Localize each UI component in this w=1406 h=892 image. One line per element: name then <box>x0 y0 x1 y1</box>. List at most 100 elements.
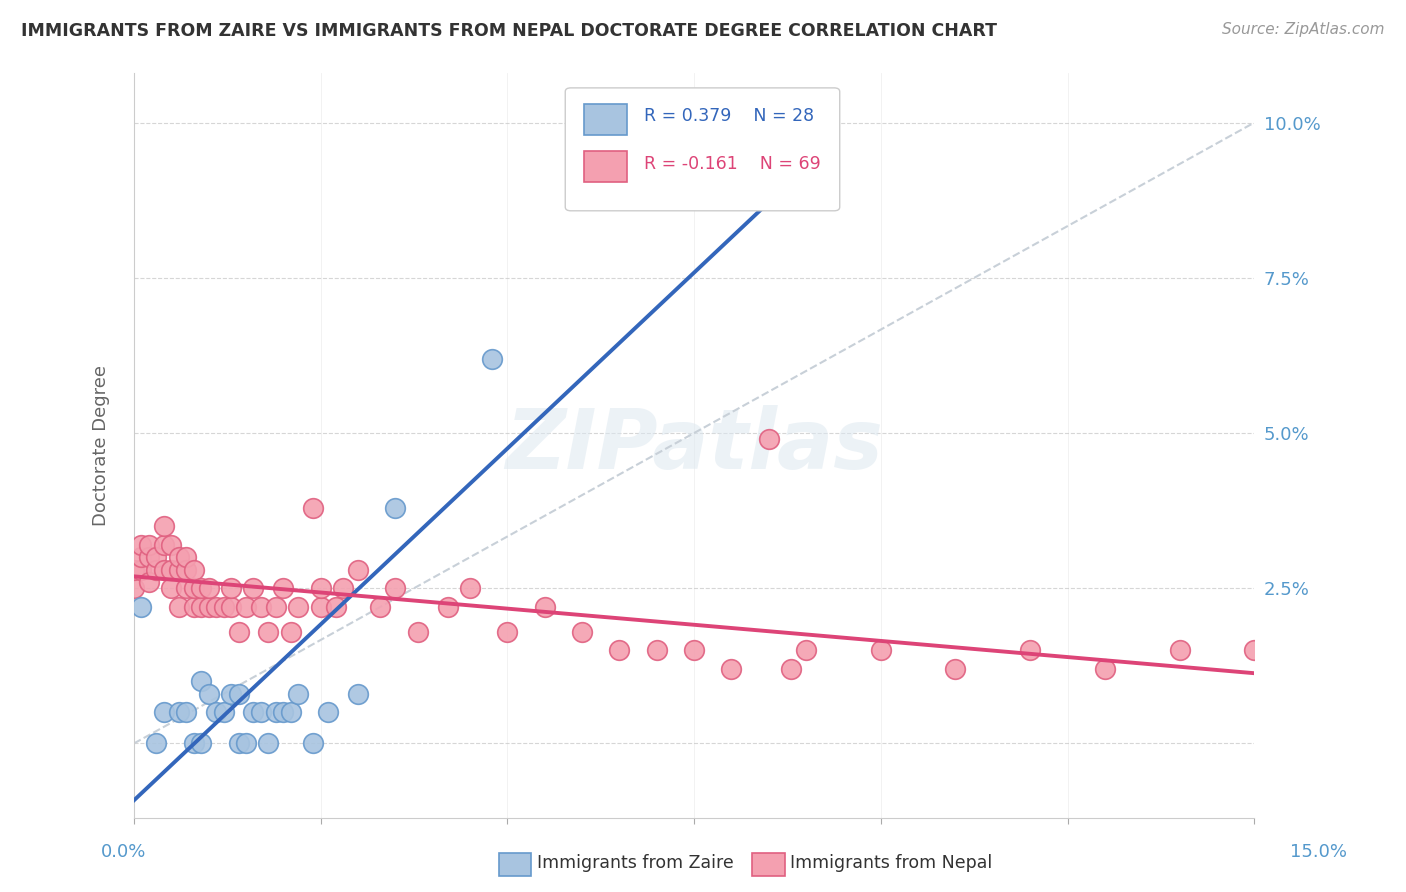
Point <box>1019 643 1042 657</box>
Point <box>174 550 197 565</box>
Point <box>264 599 287 614</box>
Point <box>183 599 205 614</box>
Point <box>436 599 458 614</box>
Point <box>160 581 183 595</box>
Point <box>257 736 280 750</box>
Point <box>496 624 519 639</box>
Point <box>145 563 167 577</box>
Point <box>122 563 145 577</box>
Point <box>190 581 212 595</box>
Point <box>167 550 190 565</box>
Point <box>406 624 429 639</box>
Point <box>1168 643 1191 657</box>
Point <box>794 643 817 657</box>
Point <box>250 706 273 720</box>
FancyBboxPatch shape <box>585 152 627 183</box>
Point <box>160 538 183 552</box>
Point <box>347 687 370 701</box>
Point <box>160 563 183 577</box>
Point <box>219 687 242 701</box>
Point <box>235 736 257 750</box>
Point <box>273 706 295 720</box>
Point <box>174 563 197 577</box>
Text: Immigrants from Zaire: Immigrants from Zaire <box>537 855 734 872</box>
Point <box>325 599 347 614</box>
Point <box>153 538 176 552</box>
Point <box>720 662 742 676</box>
Point <box>183 736 205 750</box>
Point <box>167 563 190 577</box>
Point <box>138 550 160 565</box>
Point <box>205 706 228 720</box>
Point <box>138 538 160 552</box>
Point <box>190 599 212 614</box>
Point <box>264 706 287 720</box>
Y-axis label: Doctorate Degree: Doctorate Degree <box>93 365 110 526</box>
Point <box>174 581 197 595</box>
Point <box>458 581 481 595</box>
Point <box>384 500 406 515</box>
Point <box>235 599 257 614</box>
Point <box>183 581 205 595</box>
Point <box>131 550 153 565</box>
Point <box>683 171 706 186</box>
Point <box>309 581 332 595</box>
Point <box>280 624 302 639</box>
Point <box>280 706 302 720</box>
Point <box>332 581 354 595</box>
Point <box>219 581 242 595</box>
Point <box>1243 643 1265 657</box>
Text: R = 0.379    N = 28: R = 0.379 N = 28 <box>644 107 814 125</box>
Point <box>242 706 264 720</box>
Point <box>228 736 250 750</box>
Point <box>212 706 235 720</box>
Text: R = -0.161    N = 69: R = -0.161 N = 69 <box>644 155 821 173</box>
Point <box>384 581 406 595</box>
Text: 15.0%: 15.0% <box>1289 843 1347 861</box>
Point <box>758 432 780 446</box>
Point <box>190 674 212 689</box>
Point <box>190 736 212 750</box>
Point <box>153 519 176 533</box>
Point <box>131 563 153 577</box>
Point <box>683 643 706 657</box>
Point <box>145 550 167 565</box>
Point <box>309 599 332 614</box>
Point <box>167 706 190 720</box>
Point <box>197 581 219 595</box>
Text: Source: ZipAtlas.com: Source: ZipAtlas.com <box>1222 22 1385 37</box>
Point <box>183 563 205 577</box>
Point <box>131 599 153 614</box>
Point <box>347 563 370 577</box>
Point <box>481 351 503 366</box>
Point <box>228 624 250 639</box>
Text: 0.0%: 0.0% <box>101 843 146 861</box>
Point <box>242 581 264 595</box>
Text: ZIPatlas: ZIPatlas <box>505 405 883 486</box>
Point <box>533 599 555 614</box>
Point <box>869 643 891 657</box>
Point <box>571 624 593 639</box>
Point <box>302 736 325 750</box>
FancyBboxPatch shape <box>585 103 627 135</box>
Point <box>219 599 242 614</box>
Point <box>945 662 967 676</box>
Point <box>273 581 295 595</box>
Point <box>257 624 280 639</box>
FancyBboxPatch shape <box>565 88 839 211</box>
Point <box>780 662 803 676</box>
Point <box>167 599 190 614</box>
Point <box>153 563 176 577</box>
Point <box>131 538 153 552</box>
Point <box>370 599 392 614</box>
Point <box>174 706 197 720</box>
Text: IMMIGRANTS FROM ZAIRE VS IMMIGRANTS FROM NEPAL DOCTORATE DEGREE CORRELATION CHAR: IMMIGRANTS FROM ZAIRE VS IMMIGRANTS FROM… <box>21 22 997 40</box>
Text: Immigrants from Nepal: Immigrants from Nepal <box>790 855 993 872</box>
Point <box>645 643 668 657</box>
Point <box>122 581 145 595</box>
Point <box>197 599 219 614</box>
Point <box>153 706 176 720</box>
Point <box>1094 662 1116 676</box>
Point <box>287 687 309 701</box>
Point <box>287 599 309 614</box>
